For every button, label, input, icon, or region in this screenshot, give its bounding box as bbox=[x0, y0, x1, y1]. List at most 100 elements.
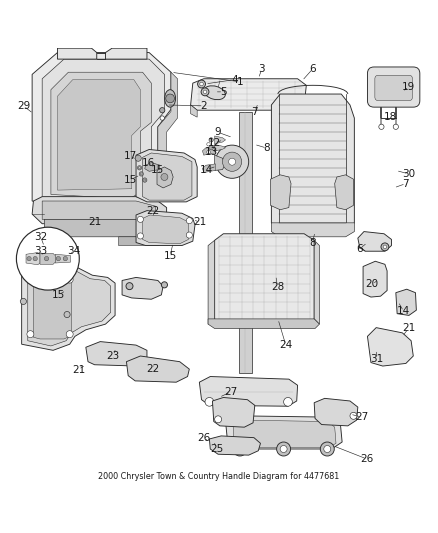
Text: 26: 26 bbox=[360, 454, 374, 464]
Polygon shape bbox=[86, 342, 147, 366]
Circle shape bbox=[207, 142, 210, 146]
Circle shape bbox=[143, 178, 147, 182]
Polygon shape bbox=[233, 420, 336, 447]
Polygon shape bbox=[26, 253, 40, 265]
Text: 21: 21 bbox=[72, 365, 85, 375]
Polygon shape bbox=[212, 398, 255, 427]
Text: 25: 25 bbox=[210, 443, 223, 454]
Circle shape bbox=[161, 174, 168, 181]
Text: 6: 6 bbox=[357, 244, 364, 254]
Text: 24: 24 bbox=[279, 340, 293, 350]
Ellipse shape bbox=[204, 86, 225, 100]
Circle shape bbox=[200, 82, 203, 86]
Polygon shape bbox=[158, 72, 177, 198]
Polygon shape bbox=[136, 211, 195, 246]
Text: 8: 8 bbox=[309, 238, 316, 248]
Polygon shape bbox=[136, 149, 197, 202]
Circle shape bbox=[237, 446, 244, 453]
Text: 15: 15 bbox=[163, 251, 177, 261]
Polygon shape bbox=[33, 271, 71, 339]
Circle shape bbox=[161, 282, 167, 288]
Text: 30: 30 bbox=[403, 169, 416, 179]
Text: 12: 12 bbox=[208, 138, 221, 148]
Text: 13: 13 bbox=[205, 147, 218, 157]
Circle shape bbox=[66, 330, 73, 338]
Circle shape bbox=[141, 173, 142, 175]
Circle shape bbox=[138, 166, 142, 170]
Polygon shape bbox=[119, 237, 166, 246]
Polygon shape bbox=[57, 79, 141, 190]
Polygon shape bbox=[239, 111, 252, 374]
Text: 32: 32 bbox=[34, 232, 47, 242]
Circle shape bbox=[383, 245, 387, 248]
Circle shape bbox=[324, 446, 331, 453]
Text: 6: 6 bbox=[310, 64, 316, 74]
Text: 2: 2 bbox=[201, 101, 207, 111]
Text: 27: 27 bbox=[224, 387, 237, 397]
Circle shape bbox=[186, 217, 192, 224]
Polygon shape bbox=[314, 240, 319, 324]
Polygon shape bbox=[272, 94, 354, 231]
Circle shape bbox=[56, 256, 60, 261]
Circle shape bbox=[379, 124, 384, 130]
Polygon shape bbox=[40, 253, 55, 264]
Circle shape bbox=[215, 145, 249, 179]
Text: 5: 5 bbox=[220, 87, 227, 97]
Circle shape bbox=[350, 413, 357, 419]
Polygon shape bbox=[191, 105, 197, 117]
Polygon shape bbox=[51, 72, 151, 199]
Polygon shape bbox=[127, 356, 189, 382]
Circle shape bbox=[277, 442, 290, 456]
Polygon shape bbox=[215, 136, 226, 144]
Polygon shape bbox=[143, 215, 188, 244]
Polygon shape bbox=[208, 240, 215, 324]
Polygon shape bbox=[209, 436, 261, 455]
Polygon shape bbox=[42, 201, 155, 220]
Polygon shape bbox=[202, 164, 215, 173]
Polygon shape bbox=[226, 416, 342, 449]
Circle shape bbox=[135, 155, 141, 161]
Circle shape bbox=[223, 152, 242, 171]
Circle shape bbox=[27, 276, 34, 283]
Text: 26: 26 bbox=[197, 433, 210, 442]
Ellipse shape bbox=[165, 90, 176, 107]
Text: 8: 8 bbox=[264, 143, 270, 153]
Circle shape bbox=[209, 138, 213, 142]
Circle shape bbox=[16, 227, 79, 290]
Text: 21: 21 bbox=[88, 217, 101, 227]
Text: 17: 17 bbox=[124, 151, 138, 161]
Polygon shape bbox=[367, 328, 413, 366]
Polygon shape bbox=[28, 266, 111, 346]
Text: 1: 1 bbox=[237, 77, 243, 87]
Circle shape bbox=[26, 267, 32, 273]
Polygon shape bbox=[57, 48, 97, 59]
Circle shape bbox=[207, 150, 210, 154]
Circle shape bbox=[138, 233, 144, 239]
Text: 7: 7 bbox=[403, 179, 409, 189]
Text: 15: 15 bbox=[52, 290, 65, 300]
Polygon shape bbox=[55, 254, 71, 263]
Polygon shape bbox=[358, 231, 392, 251]
Polygon shape bbox=[202, 147, 215, 155]
Polygon shape bbox=[21, 264, 115, 350]
Polygon shape bbox=[44, 220, 166, 237]
Polygon shape bbox=[358, 247, 365, 251]
Text: 4: 4 bbox=[231, 75, 237, 85]
Circle shape bbox=[33, 256, 37, 261]
Text: 22: 22 bbox=[146, 364, 159, 374]
Text: 31: 31 bbox=[371, 353, 384, 364]
Text: 34: 34 bbox=[67, 246, 81, 256]
Text: 18: 18 bbox=[384, 112, 397, 122]
Polygon shape bbox=[32, 197, 166, 224]
Polygon shape bbox=[215, 144, 226, 151]
Text: 33: 33 bbox=[34, 246, 47, 256]
Polygon shape bbox=[32, 53, 171, 205]
Text: 15: 15 bbox=[150, 165, 164, 175]
Circle shape bbox=[159, 108, 165, 113]
Text: 2000 Chrysler Town & Country Handle Diagram for 4477681: 2000 Chrysler Town & Country Handle Diag… bbox=[99, 472, 339, 481]
Polygon shape bbox=[191, 79, 306, 110]
Text: 29: 29 bbox=[17, 101, 30, 111]
Polygon shape bbox=[335, 175, 353, 210]
Polygon shape bbox=[396, 289, 417, 316]
Circle shape bbox=[205, 398, 214, 406]
